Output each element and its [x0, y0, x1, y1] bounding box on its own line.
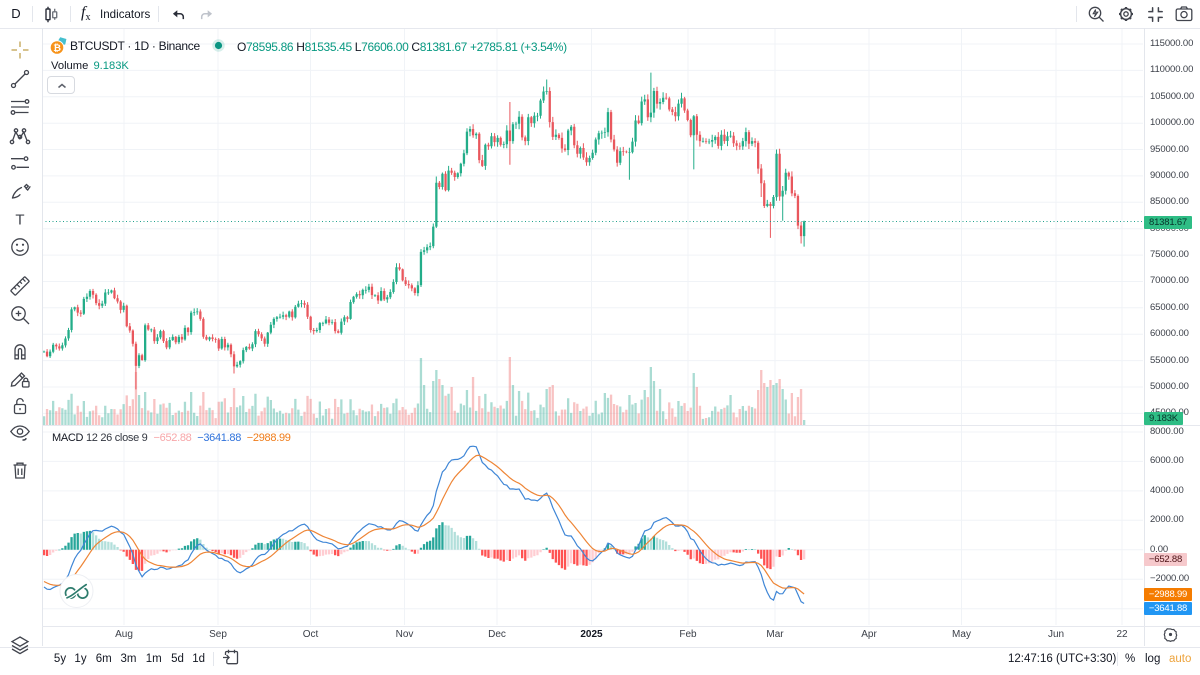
svg-text:₿: ₿ — [53, 43, 61, 54]
svg-text:T: T — [15, 212, 24, 229]
